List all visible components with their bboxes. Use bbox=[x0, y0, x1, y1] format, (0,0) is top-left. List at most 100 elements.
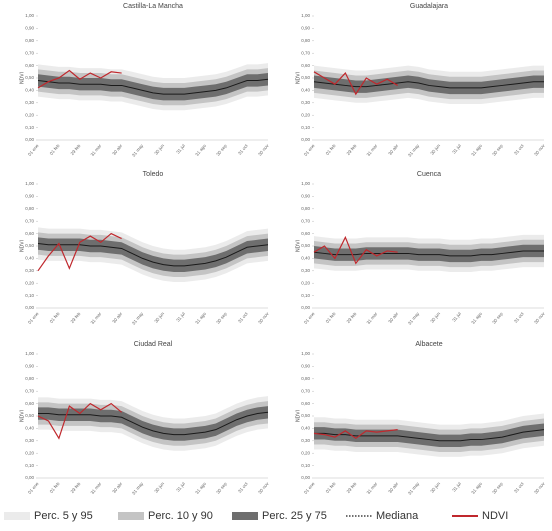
x-tick-label: 31 mar bbox=[366, 481, 379, 495]
x-tick-label: 29 feb bbox=[346, 481, 358, 494]
y-tick-label: 0,00 bbox=[25, 137, 34, 142]
legend-label: Mediana bbox=[376, 510, 419, 522]
y-tick-label: 0,90 bbox=[301, 26, 310, 31]
y-tick-label: 0,90 bbox=[301, 364, 310, 369]
y-tick-label: 0,00 bbox=[25, 475, 34, 480]
y-tick-label: 1,00 bbox=[25, 181, 34, 186]
x-tick-label: 31 ago bbox=[194, 143, 207, 157]
y-tick-label: 0,20 bbox=[301, 280, 310, 285]
y-tick-label: 0,70 bbox=[301, 218, 310, 223]
x-tick-label: 01 feb bbox=[49, 481, 61, 494]
x-tick-label: 31 oct bbox=[513, 311, 525, 324]
ndvi-line bbox=[313, 71, 398, 96]
x-tick-label: 31 jul bbox=[175, 311, 186, 322]
y-tick-label: 0,00 bbox=[301, 137, 310, 142]
percentile-band bbox=[314, 244, 544, 263]
y-tick-label: 0,20 bbox=[25, 280, 34, 285]
x-tick-label: 31 may bbox=[407, 311, 421, 326]
x-tick-label: 31 mar bbox=[90, 481, 103, 495]
y-tick-label: 0,20 bbox=[25, 112, 34, 117]
y-tick-label: 0,40 bbox=[301, 256, 310, 261]
x-tick-label: 30 abr bbox=[111, 481, 123, 494]
y-tick-label: 0,30 bbox=[301, 268, 310, 273]
x-tick-label: 31 jul bbox=[451, 481, 462, 492]
y-tick-label: 0,10 bbox=[301, 293, 310, 298]
x-tick-label: 30 jun bbox=[429, 311, 441, 324]
y-tick-label: 0,40 bbox=[25, 426, 34, 431]
ndvi-line bbox=[37, 69, 122, 89]
legend-swatch bbox=[4, 512, 30, 520]
y-tick-label: 0,80 bbox=[25, 376, 34, 381]
x-tick-label: 31 ago bbox=[470, 311, 483, 325]
x-tick-label: 01 ene bbox=[27, 143, 40, 157]
y-tick-label: 0,10 bbox=[301, 125, 310, 130]
y-tick-label: 0,20 bbox=[301, 112, 310, 117]
x-tick-label: 30 abr bbox=[387, 481, 399, 494]
x-tick-label: 31 mar bbox=[366, 143, 379, 157]
y-tick-label: 1,00 bbox=[301, 351, 310, 356]
legend-item: NDVI bbox=[452, 510, 508, 522]
x-tick-label: 29 feb bbox=[70, 143, 82, 156]
chart-title: Guadalajara bbox=[410, 3, 448, 10]
percentile-band bbox=[38, 406, 268, 441]
y-tick-label: 0,90 bbox=[25, 194, 34, 199]
y-tick-label: 0,10 bbox=[25, 463, 34, 468]
y-axis-label: NDVI bbox=[295, 72, 301, 84]
y-axis-label: NDVI bbox=[295, 410, 301, 422]
y-tick-label: 0,30 bbox=[25, 100, 34, 105]
y-tick-label: 0,00 bbox=[25, 305, 34, 310]
x-tick-label: 31 may bbox=[407, 143, 421, 158]
x-tick-label: 31 mar bbox=[90, 143, 103, 157]
percentile-band bbox=[314, 75, 544, 95]
x-tick-label: 31 may bbox=[131, 481, 145, 496]
x-tick-label: 01 ene bbox=[27, 311, 40, 325]
y-tick-label: 1,00 bbox=[25, 351, 34, 356]
x-tick-label: 31 may bbox=[131, 311, 145, 326]
legend-label: Perc. 25 y 75 bbox=[262, 510, 327, 522]
x-tick-label: 01 feb bbox=[49, 143, 61, 156]
median-line bbox=[37, 243, 269, 267]
legend-label: NDVI bbox=[482, 510, 508, 522]
x-tick-label: 01 ene bbox=[303, 481, 316, 495]
x-tick-label: 01 ene bbox=[27, 481, 40, 495]
x-tick-label: 30 jun bbox=[429, 481, 441, 494]
x-tick-label: 31 oct bbox=[513, 481, 525, 494]
y-tick-label: 0,30 bbox=[301, 100, 310, 105]
y-tick-label: 0,80 bbox=[301, 376, 310, 381]
x-tick-label: 31 oct bbox=[237, 481, 249, 494]
legend-item: Perc. 25 y 75 bbox=[232, 510, 327, 522]
y-tick-label: 0,90 bbox=[301, 194, 310, 199]
y-tick-label: 0,70 bbox=[25, 388, 34, 393]
x-tick-label: 31 ago bbox=[470, 143, 483, 157]
x-tick-label: 31 ago bbox=[194, 481, 207, 495]
x-tick-label: 01 feb bbox=[325, 143, 337, 156]
x-tick-label: 31 may bbox=[407, 481, 421, 496]
x-tick-label: 01 feb bbox=[49, 311, 61, 324]
x-tick-label: 30 jun bbox=[153, 143, 165, 156]
percentile-band bbox=[38, 73, 268, 101]
x-tick-label: 31 mar bbox=[90, 311, 103, 325]
x-tick-label: 01 ene bbox=[303, 143, 316, 157]
median-line bbox=[37, 78, 269, 95]
x-tick-label: 31 oct bbox=[513, 143, 525, 156]
x-tick-label: 01 feb bbox=[325, 311, 337, 324]
x-tick-label: 30 nov bbox=[257, 143, 270, 157]
y-tick-label: 0,50 bbox=[301, 413, 310, 418]
y-tick-label: 0,60 bbox=[301, 401, 310, 406]
ndvi-line bbox=[313, 429, 398, 440]
y-tick-label: 0,50 bbox=[301, 75, 310, 80]
chart-title: Ciudad Real bbox=[134, 341, 173, 348]
x-tick-label: 30 sep bbox=[491, 143, 504, 157]
y-tick-label: 0,20 bbox=[301, 450, 310, 455]
x-tick-label: 30 sep bbox=[491, 481, 504, 495]
y-tick-label: 0,80 bbox=[301, 206, 310, 211]
y-tick-label: 0,00 bbox=[301, 475, 310, 480]
y-tick-label: 0,50 bbox=[301, 243, 310, 248]
x-tick-label: 31 may bbox=[131, 143, 145, 158]
y-tick-label: 0,50 bbox=[25, 75, 34, 80]
x-tick-label: 30 nov bbox=[533, 311, 546, 325]
y-tick-label: 0,80 bbox=[25, 206, 34, 211]
ndvi-line bbox=[37, 402, 123, 440]
ndvi-line bbox=[313, 235, 398, 265]
x-tick-label: 30 abr bbox=[387, 143, 399, 156]
